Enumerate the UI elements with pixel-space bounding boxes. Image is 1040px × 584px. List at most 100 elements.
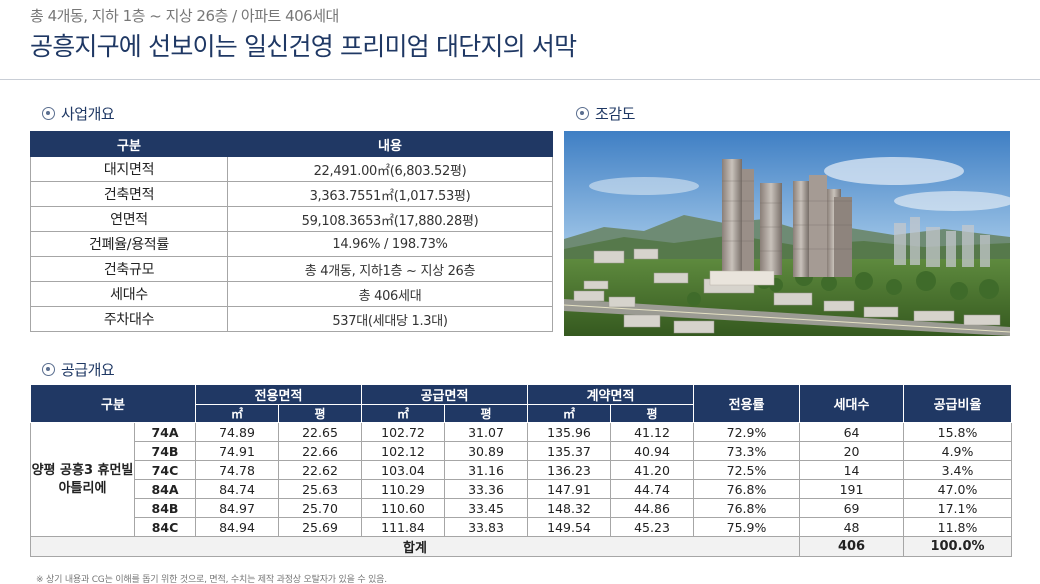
circle-bullet-icon — [576, 107, 589, 120]
birdseye-heading-label: 조감도 — [595, 105, 635, 123]
circle-bullet-icon — [42, 363, 55, 376]
overview-row-value: 537대(세대당 1.3대) — [227, 306, 553, 332]
contract-sqm: 148.32 — [527, 498, 612, 518]
unit-type: 84A — [133, 479, 197, 499]
unit-type: 84B — [133, 498, 197, 518]
overview-heading-label: 사업개요 — [61, 105, 115, 123]
supply-pyeong: 31.16 — [444, 460, 529, 480]
supply-share: 17.1% — [903, 498, 1013, 518]
supply-col-supply: 공급면적 — [361, 384, 529, 405]
contract-pyeong: 45.23 — [610, 517, 695, 537]
supply-sub-pyeong: 평 — [610, 404, 695, 423]
supply-row: 양평 공흥3 휴먼빌 아틀리에 74A 74.89 22.65 102.72 3… — [30, 422, 1013, 537]
overview-row: 대지면적 22,491.00㎡(6,803.52평) — [30, 156, 553, 182]
supply-sqm: 111.84 — [361, 517, 446, 537]
unit-type: 74C — [133, 460, 197, 480]
birdseye-illustration — [564, 131, 1010, 336]
exclusive-ratio: 72.9% — [693, 422, 801, 442]
contract-sqm: 135.37 — [527, 441, 612, 461]
supply-sub-pyeong: 평 — [444, 404, 529, 423]
overview-header-row: 구분 내용 — [30, 131, 553, 157]
supply-sub-sqm: ㎡ — [527, 404, 612, 423]
birdseye-image — [564, 131, 1010, 336]
overview-row-label: 주차대수 — [30, 306, 228, 332]
exclusive-sqm: 84.97 — [195, 498, 280, 518]
overview-row-label: 세대수 — [30, 281, 228, 307]
supply-pyeong: 33.36 — [444, 479, 529, 499]
contract-pyeong: 41.20 — [610, 460, 695, 480]
exclusive-pyeong: 25.63 — [278, 479, 363, 499]
supply-share: 3.4% — [903, 460, 1013, 480]
supply-row: 74B 74.91 22.66 102.12 30.89 135.37 40.9… — [31, 441, 1013, 461]
exclusive-pyeong: 22.65 — [278, 422, 363, 442]
exclusive-sqm: 74.91 — [195, 441, 280, 461]
overview-row: 건축면적 3,363.7551㎡(1,017.53평) — [30, 181, 553, 207]
overview-table: 구분 내용 대지면적 22,491.00㎡(6,803.52평) 건축면적 3,… — [30, 131, 553, 332]
overview-row: 건폐율/용적률 14.96% / 198.73% — [30, 231, 553, 257]
contract-pyeong: 44.86 — [610, 498, 695, 518]
supply-share: 11.8% — [903, 517, 1013, 537]
exclusive-ratio: 75.9% — [693, 517, 801, 537]
supply-total-row: 합계 406 100.0% — [29, 536, 1013, 557]
supply-sub-pyeong: 평 — [278, 404, 363, 423]
supply-sub-sqm: ㎡ — [361, 404, 446, 423]
birdseye-heading: 조감도 — [576, 103, 635, 124]
page-header: 총 4개동, 지하 1층 ~ 지상 26층 / 아파트 406세대 공흥지구에 … — [0, 0, 1040, 80]
supply-share: 47.0% — [903, 479, 1013, 499]
supply-col-exclusive: 전용면적 — [195, 384, 363, 405]
household-count: 69 — [799, 498, 905, 518]
page-title: 공흥지구에 선보이는 일신건영 프리미엄 대단지의 서막 — [30, 32, 577, 61]
supply-row: 74C 74.78 22.62 103.04 31.16 136.23 41.2… — [31, 460, 1013, 480]
supply-header-row: 구분 전용면적 공급면적 계약면적 전용률 세대수 공급비율 — [29, 384, 1013, 423]
total-share: 100.0% — [903, 536, 1013, 557]
supply-subheader-row: ㎡ 평 ㎡ 평 ㎡ 평 — [31, 404, 1012, 423]
overview-row-value: 22,491.00㎡(6,803.52평) — [227, 156, 553, 182]
exclusive-ratio: 73.3% — [693, 441, 801, 461]
supply-sqm: 102.12 — [361, 441, 446, 461]
supply-share: 15.8% — [903, 422, 1013, 442]
overview-row-label: 대지면적 — [30, 156, 228, 182]
supply-col-contract: 계약면적 — [527, 384, 695, 405]
supply-row: 84B 84.97 25.70 110.60 33.45 148.32 44.8… — [31, 498, 1013, 518]
supply-heading: 공급개요 — [42, 359, 115, 380]
overview-row-value: 총 406세대 — [227, 281, 553, 307]
unit-type: 84C — [133, 517, 197, 537]
unit-type: 74A — [133, 422, 197, 442]
unit-type: 74B — [133, 441, 197, 461]
household-count: 191 — [799, 479, 905, 499]
overview-row-label: 연면적 — [30, 206, 228, 232]
supply-pyeong: 33.45 — [444, 498, 529, 518]
supply-row: 84C 84.94 25.69 111.84 33.83 149.54 45.2… — [31, 517, 1013, 537]
overview-row-value: 총 4개동, 지하1층 ~ 지상 26층 — [227, 256, 553, 282]
exclusive-ratio: 76.8% — [693, 498, 801, 518]
overview-row-label: 건폐율/용적률 — [30, 231, 228, 257]
exclusive-pyeong: 25.70 — [278, 498, 363, 518]
exclusive-ratio: 72.5% — [693, 460, 801, 480]
contract-sqm: 135.96 — [527, 422, 612, 442]
exclusive-sqm: 74.78 — [195, 460, 280, 480]
overview-row-value: 3,363.7551㎡(1,017.53평) — [227, 181, 553, 207]
total-households: 406 — [799, 536, 905, 557]
exclusive-sqm: 84.94 — [195, 517, 280, 537]
supply-sqm: 110.29 — [361, 479, 446, 499]
overview-row-value: 59,108.3653㎡(17,880.28평) — [227, 206, 553, 232]
supply-pyeong: 33.83 — [444, 517, 529, 537]
overview-heading: 사업개요 — [42, 103, 115, 124]
supply-table: 구분 전용면적 공급면적 계약면적 전용률 세대수 공급비율 ㎡ 평 ㎡ 평 ㎡… — [29, 384, 1013, 557]
exclusive-pyeong: 22.62 — [278, 460, 363, 480]
supply-heading-label: 공급개요 — [61, 361, 115, 379]
contract-pyeong: 44.74 — [610, 479, 695, 499]
contract-pyeong: 40.94 — [610, 441, 695, 461]
overview-row-value: 14.96% / 198.73% — [227, 231, 553, 257]
exclusive-pyeong: 25.69 — [278, 517, 363, 537]
exclusive-sqm: 84.74 — [195, 479, 280, 499]
household-count: 48 — [799, 517, 905, 537]
exclusive-ratio: 76.8% — [693, 479, 801, 499]
supply-sqm: 102.72 — [361, 422, 446, 442]
supply-col-share: 공급비율 — [903, 384, 1013, 423]
contract-pyeong: 41.12 — [610, 422, 695, 442]
supply-share: 4.9% — [903, 441, 1013, 461]
overview-row: 연면적 59,108.3653㎡(17,880.28평) — [30, 206, 553, 232]
supply-row: 84A 84.74 25.63 110.29 33.36 147.91 44.7… — [31, 479, 1013, 499]
exclusive-sqm: 74.89 — [195, 422, 280, 442]
